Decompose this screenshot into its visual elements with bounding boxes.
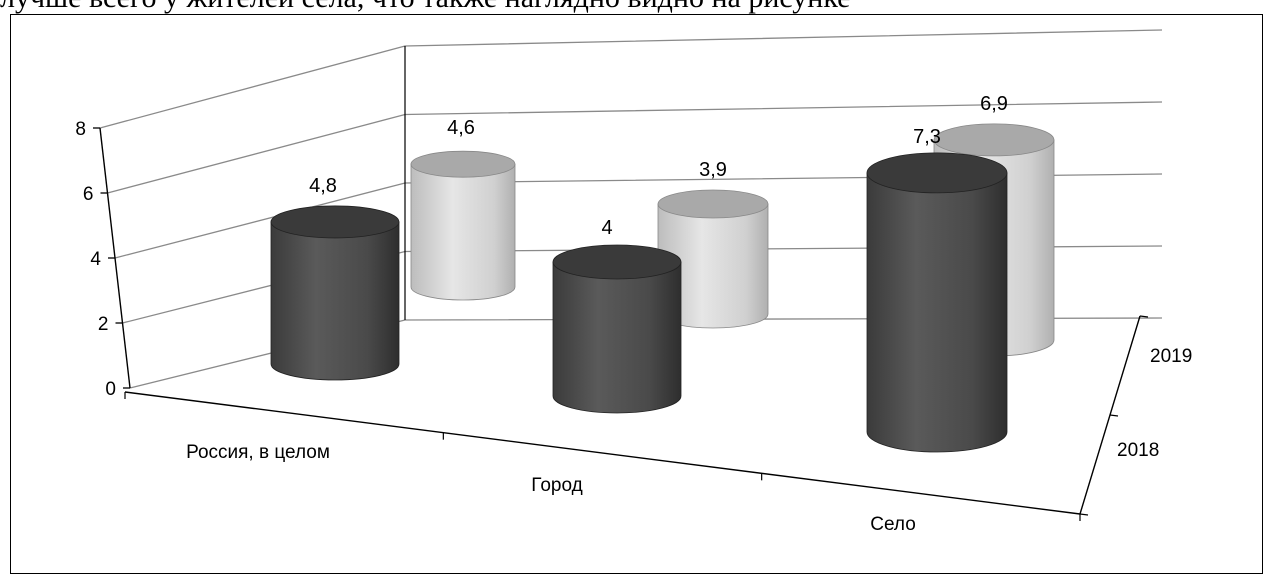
bar-2018-0 [270,205,400,381]
category-label-0: Россия, в целом [186,442,330,463]
bar-body-2018-0 [270,221,400,381]
bar-top-2019-1 [657,189,769,219]
bar-top-2019-0 [410,150,516,178]
y-tick-label-6: 6 [83,184,94,205]
bar-top-2018-0 [270,205,400,239]
depth-tick-mark-2 [1139,315,1149,318]
y-tick-label-2: 2 [98,314,109,335]
data-label-2018-0: 4,8 [309,175,337,197]
series-label-2019: 2019 [1150,346,1192,367]
y-tick-label-8: 8 [75,119,86,140]
top-text: лучше всего у жителей села, что также на… [0,0,1271,15]
bar-body-2019-0 [410,163,516,301]
bar-2018-2 [866,152,1008,453]
depth-tick-mark-0 [1079,513,1089,516]
bar-body-2018-2 [866,172,1008,453]
series-label-2018: 2018 [1117,440,1159,461]
y-axis-line [99,127,131,389]
data-label-2019-0: 4,6 [447,117,475,139]
bar-2019-0 [410,150,516,301]
top-text-clip: лучше всего у жителей села, что также на… [0,0,1271,16]
data-label-2019-2: 6,9 [980,93,1008,115]
data-label-2018-2: 7,3 [913,126,941,148]
depth-tick-mark-1 [1109,414,1119,417]
category-label-2: Село [870,514,916,535]
axis-layer: 0 2 4 6 8 [75,46,1149,521]
bars-layer [270,123,1055,453]
y-tick-label-0: 0 [105,379,116,400]
labels-layer: Россия, в целом Город Село 2018 2019 4,6 3,9 6,… [186,93,1192,535]
category-label-1: Город [531,475,582,496]
bar-top-2018-2 [866,152,1008,194]
data-label-2019-1: 3,9 [699,159,727,181]
y-tick-label-4: 4 [90,249,101,270]
x-axis-line [124,391,1081,515]
bar-2018-1 [552,244,682,414]
bar-top-2018-1 [552,244,682,280]
data-label-2018-1: 4 [601,217,612,239]
bar-body-2018-1 [552,261,682,414]
bar-top-2019-2 [933,123,1055,157]
